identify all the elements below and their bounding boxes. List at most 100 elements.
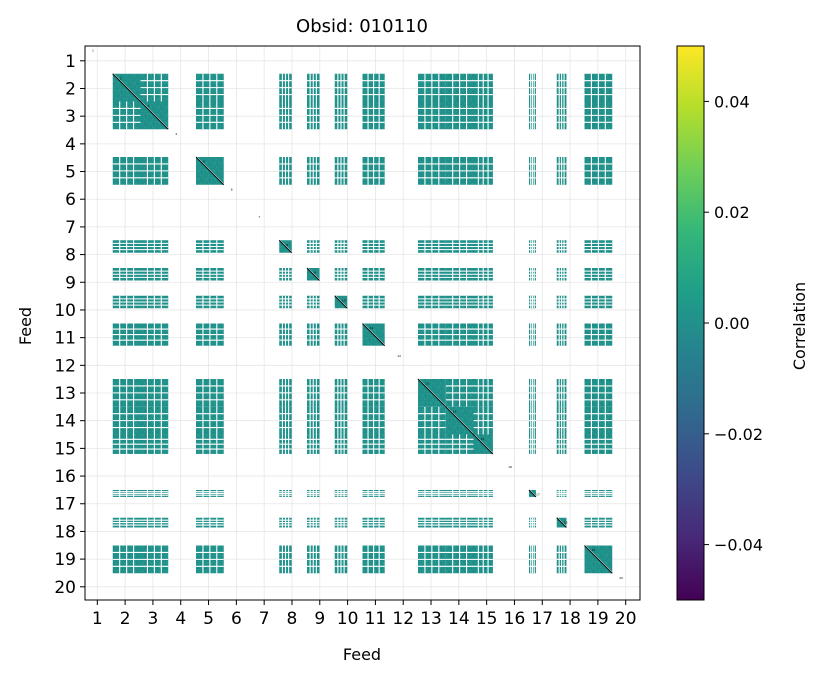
diagonal-line [334,295,348,309]
diagonal-label: 6 [231,187,233,191]
diagonal-line [112,73,141,102]
diagonal-label: 19 [591,548,595,552]
colorbar-ticks: −0.04 −0.02 0.00 0.02 0.04 [704,92,763,555]
diagonal-label: 9 [314,271,316,275]
y-tick-label: 17 [54,495,76,515]
diagonal-highlight [196,156,224,184]
diagonal-line [140,101,169,130]
diagonal-line [445,406,474,435]
x-tick-label: 17 [531,609,553,629]
diagonal-highlight [446,406,474,434]
y-tick-label: 5 [65,163,76,183]
x-axis-ticks: 1 2 3 4 5 6 7 8 9 10 11 12 13 14 15 16 17 18 19 20 [92,600,637,629]
x-tick-label: 14 [448,609,470,629]
y-axis-label: Feed [16,307,35,345]
diagonal-highlight [335,295,348,308]
diagonal-highlight [529,489,537,497]
x-tick-label: 12 [392,609,414,629]
y-tick-label: 18 [54,522,76,542]
y-tick-label: 14 [54,412,76,432]
diagonal-line [195,156,225,186]
y-tick-label: 2 [65,79,76,99]
colorbar-tick-label: −0.04 [714,536,763,555]
x-tick-label: 11 [365,609,387,629]
diagonal-label: 2 [120,76,122,80]
y-tick-label: 8 [65,246,76,266]
diagonal-highlight [474,434,494,454]
diagonal-label: 8 [286,243,288,247]
diagonal-label: 11 [369,326,373,330]
colorbar-tick-label: 0.00 [714,314,750,333]
diagonal-line [528,489,537,498]
diagonal-highlight [557,517,567,527]
x-tick-label: 16 [504,609,526,629]
y-tick-label: 1 [65,52,76,72]
plot-background [85,46,640,600]
diagonal-label: 15 [480,437,484,441]
diagonal-label: 13 [425,382,429,386]
diagonal-highlight [141,101,169,129]
diagonal-label: 1 [92,49,94,53]
x-tick-label: 4 [175,609,186,629]
y-tick-label: 6 [65,190,76,210]
diagonal-highlight [585,545,613,573]
x-tick-label: 18 [559,609,581,629]
diagonal-line [306,267,320,281]
diagonal-label: 7 [258,215,260,219]
colorbar: −0.04 −0.02 0.00 0.02 0.04 Correlation [676,45,809,601]
chart-title: Obsid: 010110 [296,16,428,37]
x-tick-label: 7 [259,609,270,629]
diagonal-highlight [280,240,292,252]
x-tick-label: 6 [231,609,242,629]
diagonal-line [584,545,613,574]
x-tick-label: 20 [615,609,637,629]
x-tick-label: 9 [314,609,325,629]
diagonal-line [556,517,567,528]
y-tick-label: 13 [54,384,76,404]
y-tick-label: 9 [65,273,76,293]
diagonal-line [417,378,447,408]
diagonal-label: 4 [175,132,177,136]
diagonal-highlight [307,267,320,280]
x-tick-label: 8 [287,609,298,629]
diagonal-highlight [418,378,446,406]
diagonal-label: 5 [203,160,205,164]
heatmap-cells [112,73,613,574]
y-tick-label: 12 [54,356,76,376]
x-tick-label: 13 [420,609,442,629]
x-tick-label: 5 [203,609,214,629]
plot-frame [84,45,641,601]
diagonal-label: 17 [536,493,540,497]
y-tick-label: 11 [54,329,76,349]
diagonal-label: 12 [397,354,401,358]
diagonal-label: 3 [147,104,149,108]
diagonal-label: 14 [453,409,457,413]
y-tick-label: 7 [65,218,76,238]
colorbar-label: Correlation [790,282,809,370]
y-tick-label: 10 [54,301,76,321]
y-tick-label: 4 [65,135,76,155]
colorbar-gradient [677,46,704,600]
x-tick-label: 19 [587,609,609,629]
diagonal-line [473,434,494,455]
diagonal-highlight [363,323,385,345]
x-tick-label: 15 [476,609,498,629]
diagonal-label: 20 [619,576,623,580]
x-axis-label: Feed [343,645,381,664]
diagonal-label: 10 [342,298,346,302]
colorbar-tick-label: −0.02 [714,425,763,444]
y-tick-label: 16 [54,467,76,487]
colorbar-tick-label: 0.04 [714,92,750,111]
y-tick-label: 3 [65,107,76,127]
colorbar-tick-label: 0.02 [714,203,750,222]
x-tick-label: 1 [92,609,103,629]
diagonal-line [278,239,293,254]
diagonal-label: 18 [564,520,568,524]
x-tick-label: 3 [148,609,159,629]
y-tick-label: 19 [54,550,76,570]
x-tick-label: 2 [120,609,131,629]
